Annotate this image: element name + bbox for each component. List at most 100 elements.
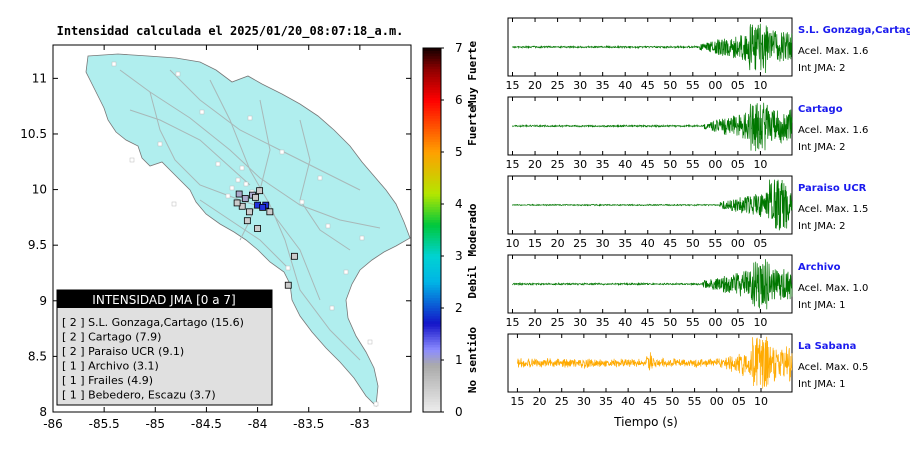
time-tick-label: 30 (577, 395, 591, 408)
colorbar-level-label: Moderado (466, 203, 479, 256)
time-tick-label: 25 (551, 158, 565, 171)
time-tick-label: 30 (596, 237, 610, 250)
waveform-row: 15 20 25 30 35 40 45 50 55 00 05 10 S.L. Gonzaga,Car… (506, 17, 910, 92)
time-tick-label: 05 (731, 158, 745, 171)
map-y-ticks: 8 8.5 9 9.5 10 10.5 11 (20, 71, 411, 419)
station-marker (252, 193, 259, 201)
time-tick-label: 30 (573, 79, 587, 92)
time-tick-label: 10 (753, 79, 767, 92)
max-acceleration: Acel. Max. 1.6 (798, 125, 868, 136)
waveform-trace (512, 259, 793, 310)
time-tick-label: 45 (641, 79, 655, 92)
map-x-tick-label: -86 (43, 417, 63, 431)
time-tick-label: 55 (688, 395, 702, 408)
time-tick-label: 40 (618, 158, 632, 171)
map-y-tick-label: 8.5 (28, 349, 47, 363)
waveform-panel: 15 20 25 30 35 40 45 50 55 00 05 10 S.L. Gonzaga,Car… (506, 17, 910, 429)
legend-title: INTENSIDAD JMA [0 a 7] (92, 293, 235, 307)
max-acceleration: Acel. Max. 1.6 (798, 46, 868, 57)
station-name: S.L. Gonzaga,Cartago (798, 25, 910, 36)
station-marker (245, 208, 253, 216)
intensity-legend: INTENSIDAD JMA [0 a 7] [ 2 ] S.L. Gonzag… (56, 289, 273, 406)
station-marker (259, 203, 267, 211)
intensity-map: Intensidad calculada el 2025/01/20_08:07… (20, 24, 479, 431)
max-acceleration: Acel. Max. 1.0 (798, 283, 868, 294)
legend-item: [ 1 ] Frailes (4.9) (62, 374, 153, 387)
map-x-tick-label: -85 (145, 417, 165, 431)
map-y-tick-label: 10 (32, 183, 47, 197)
map-y-tick-label: 8 (39, 405, 47, 419)
intensity-colorbar: 0 1 2 3 4 5 6 7 No sentido Debil Moderado FuerteMu… (422, 41, 479, 419)
time-tick-label: 00 (731, 237, 745, 250)
time-tick-label: 35 (596, 79, 610, 92)
time-tick-label: 05 (731, 79, 745, 92)
time-tick-label: 55 (686, 158, 700, 171)
waveform-trace (512, 102, 793, 152)
colorbar-tick-label: 7 (455, 41, 463, 55)
time-tick-label: 50 (663, 316, 677, 329)
time-tick-label: 00 (710, 395, 724, 408)
time-tick-label: 15 (510, 395, 524, 408)
time-tick-label: 45 (641, 316, 655, 329)
colorbar-tick-label: 4 (455, 197, 463, 211)
colorbar-tick-label: 6 (455, 93, 463, 107)
time-tick-label: 10 (753, 158, 767, 171)
map-x-ticks: -86 -85.5 -85 -84.5 -84 -83.5 -83 (43, 45, 370, 431)
legend-item: [ 2 ] S.L. Gonzaga,Cartago (15.6) (62, 316, 244, 329)
time-tick-label: 40 (618, 316, 632, 329)
time-tick-label: 50 (663, 158, 677, 171)
time-tick-label: 30 (573, 158, 587, 171)
colorbar-tick-label: 5 (455, 145, 463, 159)
time-tick-label: 35 (618, 237, 632, 250)
station-markers (233, 187, 298, 289)
colorbar-level-label: Muy Fuerte (466, 41, 479, 108)
time-tick-label: 40 (618, 79, 632, 92)
colorbar-level-label: Fuerte (466, 106, 479, 146)
map-x-tick-label: -83 (350, 417, 370, 431)
map-y-tick-label: 11 (32, 71, 47, 85)
time-tick-label: 25 (551, 316, 565, 329)
colorbar-tick-label: 1 (455, 353, 463, 367)
station-marker (235, 190, 243, 198)
legend-item: [ 1 ] Archivo (3.1) (62, 360, 159, 373)
station-marker (233, 199, 241, 207)
time-tick-label: 10 (506, 237, 520, 250)
map-y-tick-label: 9.5 (28, 238, 47, 252)
map-y-tick-label: 9 (39, 294, 47, 308)
waveform-row: 10 15 20 25 30 35 40 45 50 55 00 05 Paraiso UCR Acel.… (506, 175, 868, 250)
waveform-trace (512, 23, 793, 74)
waveform-trace (512, 179, 793, 231)
station-name: Paraiso UCR (798, 183, 867, 194)
station-name: La Sabana (798, 341, 856, 352)
time-tick-label: 05 (731, 316, 745, 329)
station-name: Archivo (798, 262, 841, 273)
time-tick-label: 25 (573, 237, 587, 250)
road-network (119, 69, 381, 361)
jma-intensity: Int JMA: 2 (798, 142, 846, 153)
legend-item: [ 2 ] Cartago (7.9) (62, 331, 161, 344)
time-tick-label: 25 (551, 79, 565, 92)
time-tick-label: 20 (528, 158, 542, 171)
station-marker (243, 217, 251, 225)
colorbar-tick-label: 3 (455, 249, 463, 263)
map-x-tick-label: -83.5 (293, 417, 324, 431)
time-tick-label: 15 (506, 316, 520, 329)
time-tick-label: 15 (506, 79, 520, 92)
legend-item: [ 1 ] Bebedero, Escazu (3.7) (62, 389, 216, 402)
colorbar-tick-label: 2 (455, 301, 463, 315)
time-tick-label: 55 (686, 79, 700, 92)
time-tick-label: 00 (708, 316, 722, 329)
colorbar-level-label: Debil (466, 265, 479, 298)
time-tick-label: 35 (599, 395, 613, 408)
waveform-trace (517, 336, 793, 389)
map-x-tick-label: -84.5 (191, 417, 222, 431)
time-tick-label: 15 (506, 158, 520, 171)
station-marker (266, 208, 274, 216)
waveform-row: 15 20 25 30 35 40 45 50 55 00 05 10 La Sabana Acel. M… (507, 333, 868, 408)
time-tick-label: 20 (551, 237, 565, 250)
time-tick-label: 20 (528, 316, 542, 329)
waveform-row: 15 20 25 30 35 40 45 50 55 00 05 10 Archivo Acel. Max… (506, 254, 868, 329)
time-tick-label: 10 (754, 395, 768, 408)
station-marker (290, 252, 298, 260)
jma-intensity: Int JMA: 2 (798, 221, 846, 232)
